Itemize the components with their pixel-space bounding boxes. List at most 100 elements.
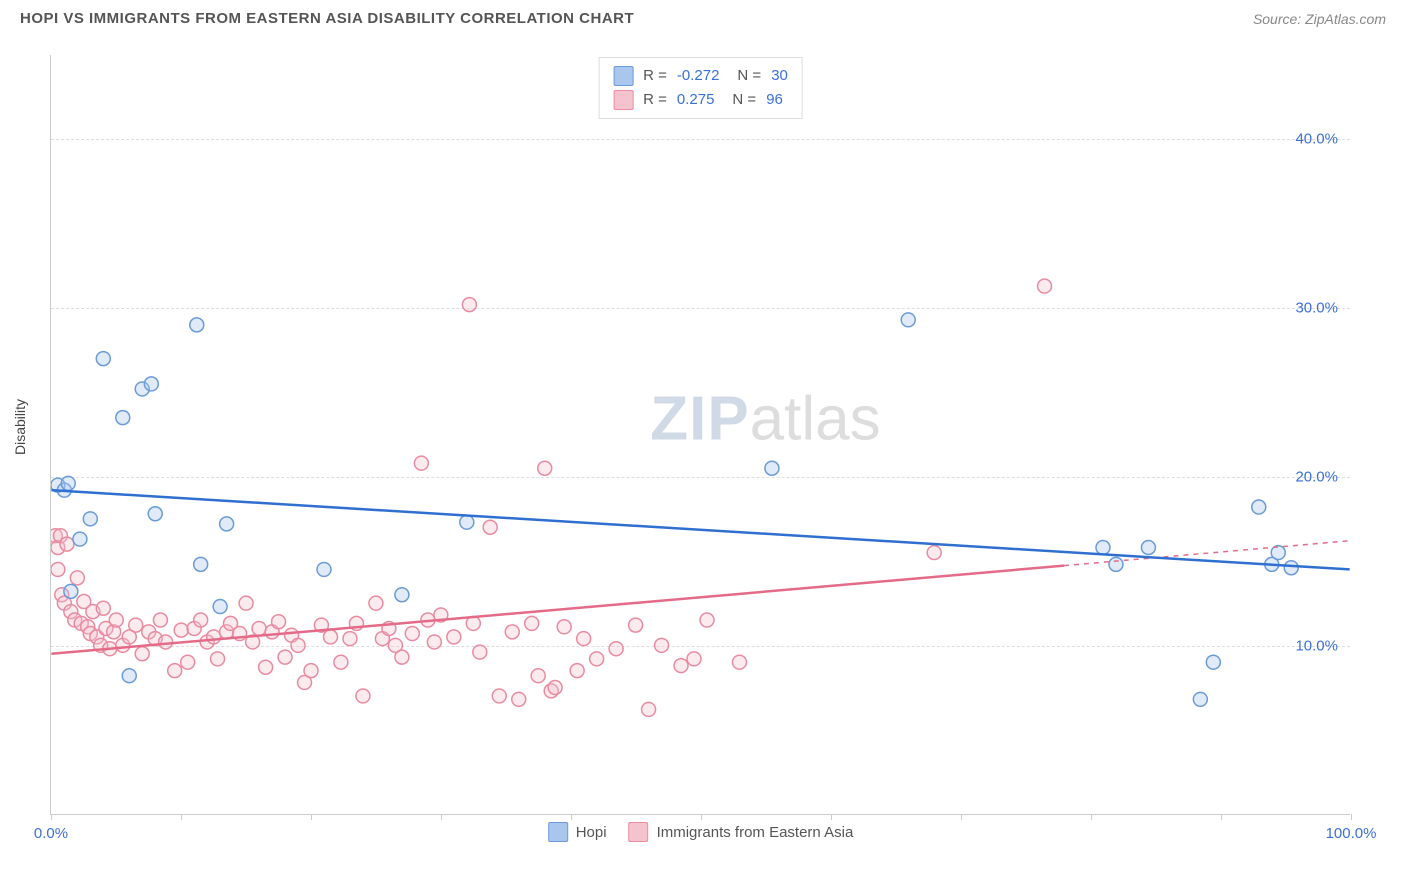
- point-immigrants: [531, 669, 545, 683]
- point-immigrants: [252, 621, 266, 635]
- legend-item-hopi: Hopi: [548, 822, 607, 842]
- point-immigrants: [304, 664, 318, 678]
- point-hopi: [765, 461, 779, 475]
- point-immigrants: [414, 456, 428, 470]
- point-hopi: [1252, 500, 1266, 514]
- point-immigrants: [927, 546, 941, 560]
- point-hopi: [144, 377, 158, 391]
- point-immigrants: [207, 630, 221, 644]
- point-immigrants: [259, 660, 273, 674]
- point-immigrants: [700, 613, 714, 627]
- series-legend: Hopi Immigrants from Eastern Asia: [548, 822, 854, 842]
- point-immigrants: [194, 613, 208, 627]
- point-hopi: [61, 476, 75, 490]
- point-hopi: [148, 507, 162, 521]
- legend-row-immigrants: R = 0.275 N = 96: [613, 88, 788, 112]
- point-immigrants: [427, 635, 441, 649]
- point-immigrants: [181, 655, 195, 669]
- point-immigrants: [512, 692, 526, 706]
- swatch-hopi: [613, 66, 633, 86]
- chart-title: HOPI VS IMMIGRANTS FROM EASTERN ASIA DIS…: [20, 10, 634, 27]
- point-immigrants: [687, 652, 701, 666]
- point-immigrants: [395, 650, 409, 664]
- plot-area: ZIPatlas R = -0.272 N = 30 R = 0.275 N =…: [50, 55, 1350, 815]
- point-hopi: [1193, 692, 1207, 706]
- point-hopi: [96, 352, 110, 366]
- point-hopi: [83, 512, 97, 526]
- legend-row-hopi: R = -0.272 N = 30: [613, 64, 788, 88]
- point-immigrants: [109, 613, 123, 627]
- point-immigrants: [538, 461, 552, 475]
- point-immigrants: [405, 627, 419, 641]
- y-axis-label: Disability: [12, 399, 28, 455]
- point-hopi: [1109, 557, 1123, 571]
- chart-container: Disability ZIPatlas R = -0.272 N = 30 R …: [0, 35, 1406, 855]
- point-immigrants: [291, 638, 305, 652]
- point-immigrants: [548, 681, 562, 695]
- point-immigrants: [590, 652, 604, 666]
- point-immigrants: [492, 689, 506, 703]
- legend-item-immigrants: Immigrants from Eastern Asia: [629, 822, 854, 842]
- point-immigrants: [272, 615, 286, 629]
- point-hopi: [64, 584, 78, 598]
- point-immigrants: [60, 537, 74, 551]
- point-immigrants: [211, 652, 225, 666]
- point-immigrants: [447, 630, 461, 644]
- point-hopi: [194, 557, 208, 571]
- point-hopi: [122, 669, 136, 683]
- point-immigrants: [356, 689, 370, 703]
- point-hopi: [1206, 655, 1220, 669]
- point-immigrants: [135, 647, 149, 661]
- point-hopi: [213, 600, 227, 614]
- point-hopi: [1141, 541, 1155, 555]
- point-hopi: [116, 411, 130, 425]
- point-immigrants: [609, 642, 623, 656]
- trendline-Immigrants from Eastern Asia: [51, 566, 1064, 654]
- point-immigrants: [1038, 279, 1052, 293]
- scatter-svg: [51, 55, 1350, 814]
- point-immigrants: [51, 562, 65, 576]
- point-immigrants: [642, 702, 656, 716]
- point-immigrants: [570, 664, 584, 678]
- point-hopi: [901, 313, 915, 327]
- point-immigrants: [732, 655, 746, 669]
- point-immigrants: [70, 571, 84, 585]
- point-immigrants: [577, 632, 591, 646]
- swatch-hopi-bottom: [548, 822, 568, 842]
- point-hopi: [220, 517, 234, 531]
- point-immigrants: [462, 298, 476, 312]
- point-immigrants: [334, 655, 348, 669]
- point-immigrants: [323, 630, 337, 644]
- x-tick-label: 0.0%: [34, 825, 68, 842]
- chart-header: HOPI VS IMMIGRANTS FROM EASTERN ASIA DIS…: [0, 0, 1406, 35]
- point-hopi: [190, 318, 204, 332]
- point-immigrants: [655, 638, 669, 652]
- correlation-legend: R = -0.272 N = 30 R = 0.275 N = 96: [598, 57, 803, 119]
- point-immigrants: [505, 625, 519, 639]
- point-immigrants: [168, 664, 182, 678]
- point-immigrants: [629, 618, 643, 632]
- point-hopi: [73, 532, 87, 546]
- point-immigrants: [557, 620, 571, 634]
- point-immigrants: [174, 623, 188, 637]
- point-immigrants: [343, 632, 357, 646]
- point-hopi: [1284, 561, 1298, 575]
- point-hopi: [395, 588, 409, 602]
- swatch-immigrants: [613, 90, 633, 110]
- point-immigrants: [129, 618, 143, 632]
- point-immigrants: [369, 596, 383, 610]
- source-label: Source: ZipAtlas.com: [1253, 11, 1386, 27]
- point-immigrants: [525, 616, 539, 630]
- point-hopi: [460, 515, 474, 529]
- point-immigrants: [153, 613, 167, 627]
- point-hopi: [1096, 541, 1110, 555]
- x-tick-label: 100.0%: [1326, 825, 1377, 842]
- point-hopi: [317, 562, 331, 576]
- point-immigrants: [674, 659, 688, 673]
- swatch-immigrants-bottom: [629, 822, 649, 842]
- point-immigrants: [239, 596, 253, 610]
- point-immigrants: [96, 601, 110, 615]
- trendline-Hopi: [51, 490, 1349, 569]
- point-immigrants: [278, 650, 292, 664]
- point-immigrants: [473, 645, 487, 659]
